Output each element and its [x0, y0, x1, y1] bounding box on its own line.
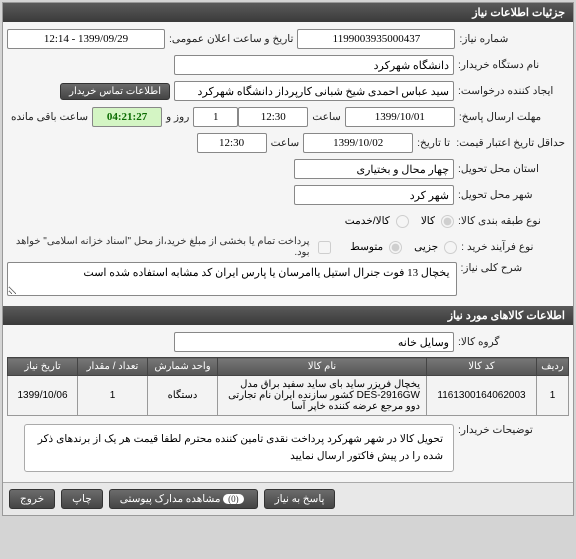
label-announce: تاریخ و ساعت اعلان عمومی:	[165, 33, 297, 45]
creator-field	[174, 81, 454, 101]
contact-buyer-button[interactable]: اطلاعات تماس خریدار	[60, 83, 170, 100]
label-city: شهر محل تحویل:	[454, 189, 569, 201]
col-qty: تعداد / مقدار	[78, 358, 148, 376]
radio-goods-label: کالا	[421, 215, 435, 227]
cell-unit: دستگاه	[148, 376, 218, 416]
radio-low-label: جزیی	[414, 241, 438, 253]
time-left-field	[92, 107, 162, 127]
process-radios: جزیی متوسط	[342, 241, 457, 254]
radio-mid-label: متوسط	[350, 241, 383, 253]
col-name: نام کالا	[218, 358, 427, 376]
action-bar: خروج چاپ مشاهده مدارک پیوستی (0) پاسخ به…	[3, 482, 573, 515]
label-summary: شرح کلی نیاز:	[457, 262, 569, 274]
label-hour2: ساعت	[267, 137, 304, 149]
category-radios: کالا کالا/خدمت	[337, 215, 454, 228]
label-todate: تا تاریخ:	[413, 137, 454, 149]
main-panel: جزئیات اطلاعات نیاز شماره نیاز: تاریخ و …	[2, 2, 574, 516]
label-buyer-org: نام دستگاه خریدار:	[454, 59, 569, 71]
send-date-field	[345, 107, 455, 127]
cell-code: 1161300164062003	[427, 376, 537, 416]
announce-datetime-field	[7, 29, 165, 49]
cell-name: یخچال فریزر ساید بای ساید سفید براق مدل …	[218, 376, 427, 416]
attachments-label: مشاهده مدارک پیوستی	[120, 494, 221, 505]
label-send-deadline: مهلت ارسال پاسخ:	[455, 111, 569, 123]
col-unit: واحد شمارش	[148, 358, 218, 376]
province-field	[294, 159, 454, 179]
table-header-row: ردیف کد کالا نام کالا واحد شمارش تعداد /…	[8, 358, 569, 376]
label-remaining: ساعت باقی مانده	[7, 111, 92, 123]
summary-field	[7, 262, 457, 296]
items-table: ردیف کد کالا نام کالا واحد شمارش تعداد /…	[7, 357, 569, 416]
cell-qty: 1	[78, 376, 148, 416]
label-hour1: ساعت	[308, 111, 345, 123]
cell-idx: 1	[537, 376, 569, 416]
print-button[interactable]: چاپ	[61, 489, 103, 509]
treasury-checkbox[interactable]	[318, 241, 331, 254]
label-dayand: روز و	[162, 111, 193, 123]
radio-service-label: کالا/خدمت	[345, 215, 390, 227]
goods-section-title: اطلاعات کالاهای مورد نیاز	[3, 306, 573, 325]
close-button[interactable]: خروج	[9, 489, 55, 509]
need-number-field	[297, 29, 455, 49]
label-goods-group: گروه کالا:	[454, 336, 569, 348]
radio-mid[interactable]	[389, 241, 402, 254]
send-time-field	[238, 107, 308, 127]
radio-service[interactable]	[396, 215, 409, 228]
col-code: کد کالا	[427, 358, 537, 376]
table-row[interactable]: 1 1161300164062003 یخچال فریزر ساید بای …	[8, 376, 569, 416]
reply-button[interactable]: پاسخ به نیاز	[264, 489, 336, 509]
label-creator: ایجاد کننده درخواست:	[454, 85, 569, 97]
label-buyer-notes: توضیحات خریدار:	[454, 424, 569, 436]
cell-date: 1399/10/06	[8, 376, 78, 416]
attachments-count: (0)	[223, 494, 244, 504]
buyer-notes-field: تحویل کالا در شهر شهرکرد پرداخت نقدی تام…	[24, 424, 454, 472]
label-valid-deadline: حداقل تاریخ اعتبار قیمت:	[454, 137, 569, 149]
valid-date-field	[303, 133, 413, 153]
treasury-note: پرداخت تمام یا بخشی از مبلغ خرید،از محل …	[7, 236, 310, 258]
buyer-org-field	[174, 55, 454, 75]
attachments-button[interactable]: مشاهده مدارک پیوستی (0)	[109, 489, 258, 509]
label-need-number: شماره نیاز:	[455, 33, 569, 45]
col-date: تاریخ نیاز	[8, 358, 78, 376]
col-idx: ردیف	[537, 358, 569, 376]
days-left-field	[193, 107, 238, 127]
panel-title: جزئیات اطلاعات نیاز	[3, 3, 573, 22]
radio-goods[interactable]	[441, 215, 454, 228]
city-field	[294, 185, 454, 205]
goods-group-field	[174, 332, 454, 352]
label-province: استان محل تحویل:	[454, 163, 569, 175]
label-category: نوع طبقه بندی کالا:	[454, 215, 569, 227]
label-process: نوع فرآیند خرید :	[457, 241, 569, 253]
details-form: شماره نیاز: تاریخ و ساعت اعلان عمومی: نا…	[3, 22, 573, 306]
radio-low[interactable]	[444, 241, 457, 254]
valid-time-field	[197, 133, 267, 153]
